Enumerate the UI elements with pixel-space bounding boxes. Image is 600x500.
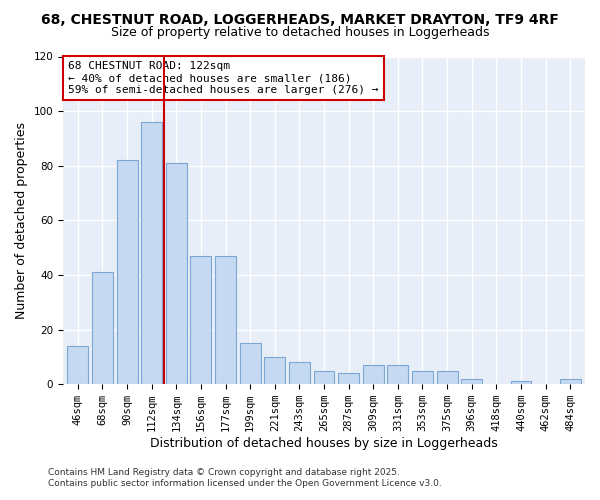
Bar xyxy=(560,379,581,384)
Y-axis label: Number of detached properties: Number of detached properties xyxy=(15,122,28,319)
Bar xyxy=(265,357,285,384)
Bar xyxy=(388,365,409,384)
Bar xyxy=(314,370,334,384)
Bar xyxy=(67,346,88,384)
Text: Size of property relative to detached houses in Loggerheads: Size of property relative to detached ho… xyxy=(111,26,489,39)
Bar xyxy=(289,362,310,384)
X-axis label: Distribution of detached houses by size in Loggerheads: Distribution of detached houses by size … xyxy=(150,437,498,450)
Bar xyxy=(437,370,458,384)
Bar xyxy=(215,256,236,384)
Bar xyxy=(92,272,113,384)
Bar xyxy=(412,370,433,384)
Text: 68 CHESTNUT ROAD: 122sqm
← 40% of detached houses are smaller (186)
59% of semi-: 68 CHESTNUT ROAD: 122sqm ← 40% of detach… xyxy=(68,62,379,94)
Bar xyxy=(166,163,187,384)
Bar xyxy=(190,256,211,384)
Bar xyxy=(338,374,359,384)
Bar xyxy=(363,365,384,384)
Bar xyxy=(116,160,137,384)
Bar xyxy=(141,122,162,384)
Bar xyxy=(461,379,482,384)
Bar xyxy=(511,382,532,384)
Text: Contains HM Land Registry data © Crown copyright and database right 2025.
Contai: Contains HM Land Registry data © Crown c… xyxy=(48,468,442,487)
Bar xyxy=(239,344,260,384)
Text: 68, CHESTNUT ROAD, LOGGERHEADS, MARKET DRAYTON, TF9 4RF: 68, CHESTNUT ROAD, LOGGERHEADS, MARKET D… xyxy=(41,12,559,26)
